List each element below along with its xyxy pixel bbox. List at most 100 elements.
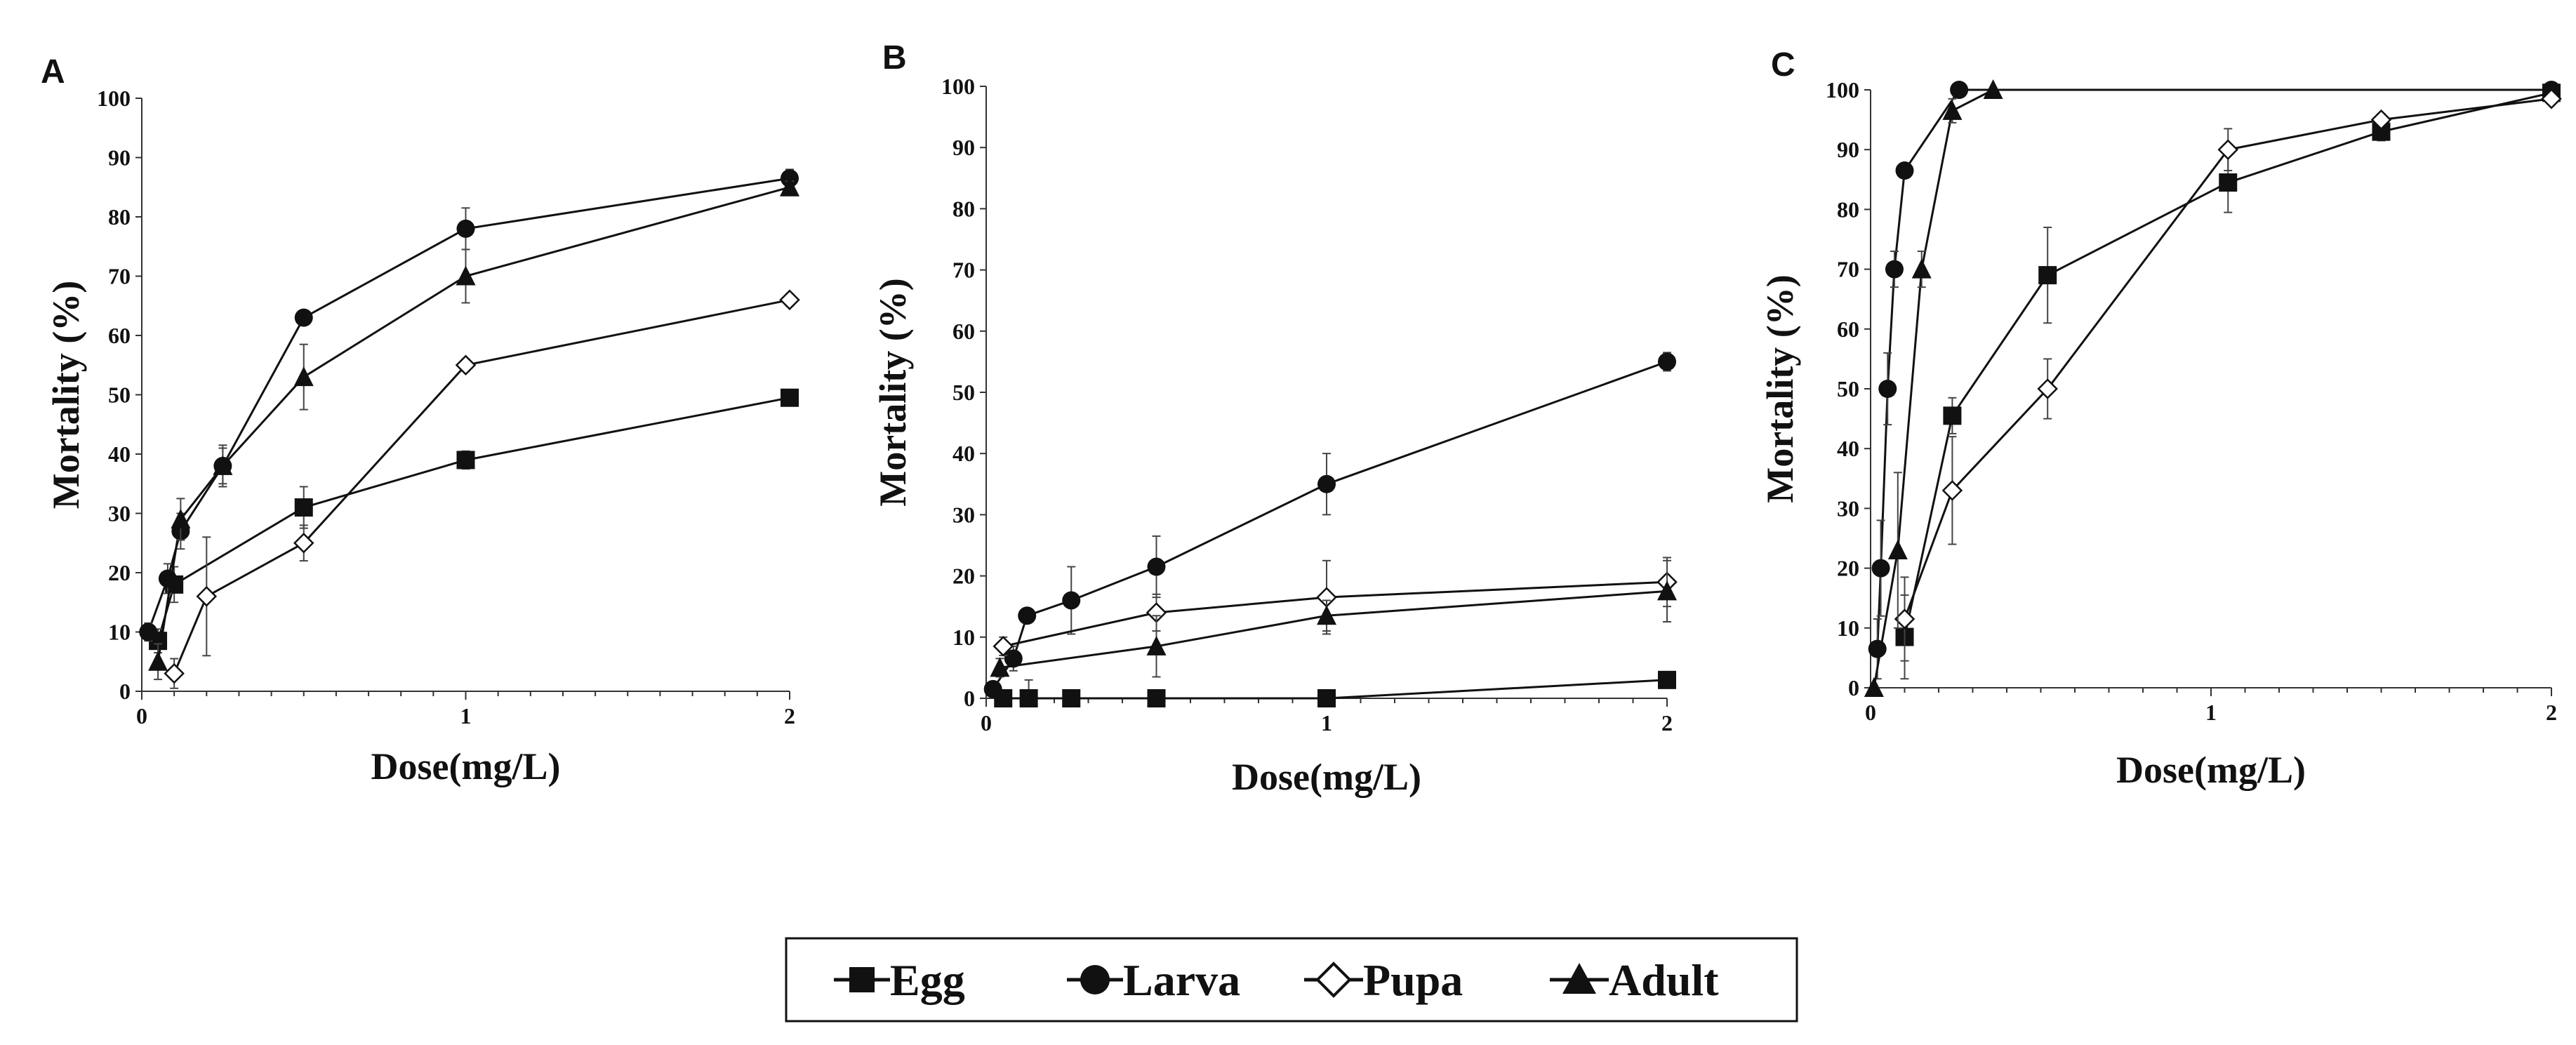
y-tick-label-a: 0 — [119, 679, 131, 704]
y-tick-label-b: 90 — [952, 135, 975, 160]
data-point-a-adult — [148, 651, 168, 671]
y-axis-title-c: Mortality (%) — [1759, 274, 1801, 502]
data-point-c-larva — [1950, 81, 1969, 99]
data-point-a-adult — [171, 508, 191, 528]
panel-letter-a: A — [41, 53, 65, 91]
legend-item-larva: Larva — [1067, 955, 1240, 1005]
series-line-c-egg — [1904, 91, 2552, 637]
series-line-a-pupa — [173, 298, 790, 674]
y-tick-label-a: 80 — [108, 204, 131, 229]
y-tick-label-c: 50 — [1837, 376, 1859, 401]
x-tick-label-b: 2 — [1661, 710, 1673, 736]
y-tick-label-c: 30 — [1837, 495, 1859, 521]
y-tick-label-c: 60 — [1837, 317, 1859, 342]
legend-label-larva: Larva — [1123, 955, 1240, 1005]
x-axis-title-b: Dose(mg/L) — [1232, 756, 1421, 798]
series-c-adult — [1864, 79, 2003, 697]
x-tick-label-a: 0 — [136, 703, 147, 728]
data-point-c-egg — [1943, 406, 1962, 425]
data-point-c-adult — [1983, 79, 2003, 99]
series-line-a-larva — [147, 177, 790, 633]
series-line-b-pupa — [1002, 580, 1668, 648]
series-a-adult — [148, 176, 799, 681]
series-a-egg — [149, 388, 799, 654]
data-point-c-adult — [1864, 677, 1884, 697]
panel-letter-c: C — [1771, 46, 1795, 84]
legend: Egg Larva Pupa Adult — [785, 937, 1798, 1023]
data-point-b-larva — [1658, 352, 1676, 371]
x-tick-label-b: 1 — [1321, 710, 1332, 736]
data-point-b-egg — [1147, 689, 1166, 707]
series-c-egg — [1895, 84, 2561, 680]
legend-adult-icon — [1562, 963, 1596, 994]
data-point-b-adult — [1317, 605, 1336, 625]
legend-item-adult: Adult — [1550, 955, 1719, 1005]
data-point-b-larva — [1147, 557, 1166, 576]
legend-box — [785, 937, 1798, 1023]
data-point-a-pupa — [293, 532, 314, 554]
data-point-b-adult — [1657, 580, 1677, 601]
series-b-adult — [990, 559, 1677, 678]
x-tick-label-c: 0 — [1865, 700, 1876, 725]
legend-label-pupa: Pupa — [1363, 955, 1463, 1005]
data-point-a-pupa — [779, 289, 800, 311]
y-tick-label-c: 70 — [1837, 257, 1859, 282]
data-point-b-larva — [1062, 591, 1081, 610]
panel-b: B 0 10 20 30 40 50 60 70 80 90 100 0 1 2 Dose(mg/L) Mort… — [872, 39, 1678, 798]
data-point-c-pupa — [2037, 378, 2058, 399]
data-point-b-pupa — [992, 636, 1014, 657]
data-point-c-adult — [1887, 540, 1908, 560]
y-tick-label-c: 10 — [1837, 615, 1859, 641]
data-point-b-larva — [1004, 649, 1023, 668]
data-point-c-egg — [2219, 173, 2238, 192]
legend-pupa-icon — [1315, 961, 1352, 998]
y-tick-label-b: 40 — [952, 441, 975, 466]
data-point-c-larva — [1868, 639, 1887, 658]
y-tick-label-b: 50 — [952, 380, 975, 405]
x-axis-title-c: Dose(mg/L) — [2116, 749, 2306, 791]
legend-item-pupa: Pupa — [1304, 955, 1463, 1005]
data-point-a-egg — [294, 498, 313, 517]
x-tick-label-c: 1 — [2205, 700, 2217, 725]
series-line-a-adult — [157, 186, 790, 663]
legend-label-adult: Adult — [1609, 955, 1719, 1005]
data-point-c-adult — [1911, 258, 1932, 279]
y-tick-label-b: 0 — [964, 686, 975, 711]
x-axis-title-a: Dose(mg/L) — [371, 745, 561, 787]
data-point-b-egg — [1317, 689, 1336, 707]
legend-label-egg: Egg — [890, 955, 965, 1005]
data-point-a-adult — [780, 176, 799, 197]
data-point-b-larva — [1317, 474, 1336, 493]
y-tick-label-b: 30 — [952, 502, 975, 527]
series-b-pupa — [992, 557, 1678, 657]
legend-larva-icon — [1080, 965, 1110, 994]
data-point-a-larva — [139, 623, 158, 641]
y-tick-label-c: 90 — [1837, 137, 1859, 162]
y-tick-label-a: 30 — [108, 501, 131, 526]
y-tick-label-c: 0 — [1848, 675, 1859, 700]
y-tick-label-c: 80 — [1837, 197, 1859, 222]
data-point-a-adult — [456, 265, 476, 286]
data-point-b-adult — [990, 657, 1010, 677]
data-point-c-pupa — [1894, 608, 1916, 630]
data-point-c-egg — [2038, 266, 2057, 285]
data-point-c-pupa — [2217, 139, 2239, 160]
y-axis-title-b: Mortality (%) — [872, 278, 914, 506]
x-tick-label-c: 2 — [2546, 700, 2557, 725]
series-line-c-pupa — [1904, 98, 2552, 620]
data-point-b-larva — [1018, 606, 1037, 625]
x-tick-label-b: 0 — [981, 710, 992, 736]
y-tick-label-c: 20 — [1837, 556, 1859, 581]
series-a-pupa — [164, 289, 800, 689]
data-point-a-pupa — [164, 663, 185, 684]
y-axis-title-a: Mortality (%) — [45, 281, 87, 509]
series-a-larva — [139, 168, 799, 642]
data-point-a-larva — [294, 308, 313, 327]
y-tick-label-a: 20 — [108, 560, 131, 585]
data-point-c-pupa — [2541, 88, 2562, 109]
y-tick-label-b: 10 — [952, 625, 975, 650]
data-point-c-larva — [1871, 559, 1890, 578]
legend-item-egg: Egg — [834, 955, 965, 1005]
series-c-larva — [1868, 81, 2561, 680]
